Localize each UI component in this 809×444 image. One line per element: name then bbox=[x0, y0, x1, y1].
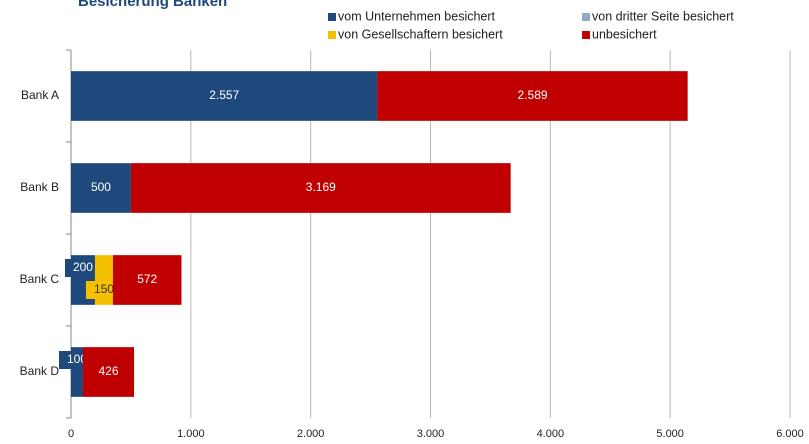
legend-label: von Gesellschaftern besichert bbox=[338, 27, 503, 41]
value-label: 2.557 bbox=[209, 88, 239, 102]
legend-swatch bbox=[582, 13, 590, 21]
legend-label: von dritter Seite besichert bbox=[592, 9, 734, 23]
y-tick-label: Bank A bbox=[21, 88, 59, 102]
x-tick-label: 1.000 bbox=[177, 428, 205, 440]
legend-swatch bbox=[328, 13, 336, 21]
x-tick-label: 3.000 bbox=[417, 428, 445, 440]
value-label: 426 bbox=[98, 364, 118, 378]
value-label: 2.589 bbox=[518, 88, 548, 102]
value-label: 200 bbox=[73, 260, 93, 274]
y-tick-label: Bank B bbox=[20, 180, 59, 194]
value-label: 500 bbox=[91, 180, 111, 194]
value-label: 3.169 bbox=[306, 180, 336, 194]
value-label: 150 bbox=[94, 282, 114, 296]
bar-segment bbox=[112, 255, 182, 305]
x-tick-label: 5.000 bbox=[656, 428, 684, 440]
x-tick-label: 2.000 bbox=[297, 428, 325, 440]
label-box bbox=[64, 259, 101, 277]
chart-title: Besicherung Banken bbox=[78, 0, 227, 10]
legend-label: unbesichert bbox=[592, 27, 657, 41]
y-tick-label: Bank D bbox=[20, 364, 60, 378]
value-label: 572 bbox=[137, 272, 157, 286]
bar-segment bbox=[130, 163, 511, 213]
y-tick-label: Bank C bbox=[20, 272, 60, 286]
x-tick-label: 4.000 bbox=[537, 428, 565, 440]
bar-segment bbox=[71, 71, 378, 121]
legend-swatch bbox=[328, 31, 336, 39]
bar-segment bbox=[71, 163, 131, 213]
bar-segment bbox=[377, 71, 688, 121]
x-tick-label: 6.000 bbox=[776, 428, 804, 440]
legend-swatch bbox=[582, 31, 590, 39]
legend-label: vom Unternehmen besichert bbox=[338, 9, 496, 23]
bar-segment bbox=[82, 347, 135, 397]
value-label: 100 bbox=[67, 352, 87, 366]
bar-segment bbox=[71, 347, 83, 397]
x-tick-label: 0 bbox=[68, 428, 74, 440]
